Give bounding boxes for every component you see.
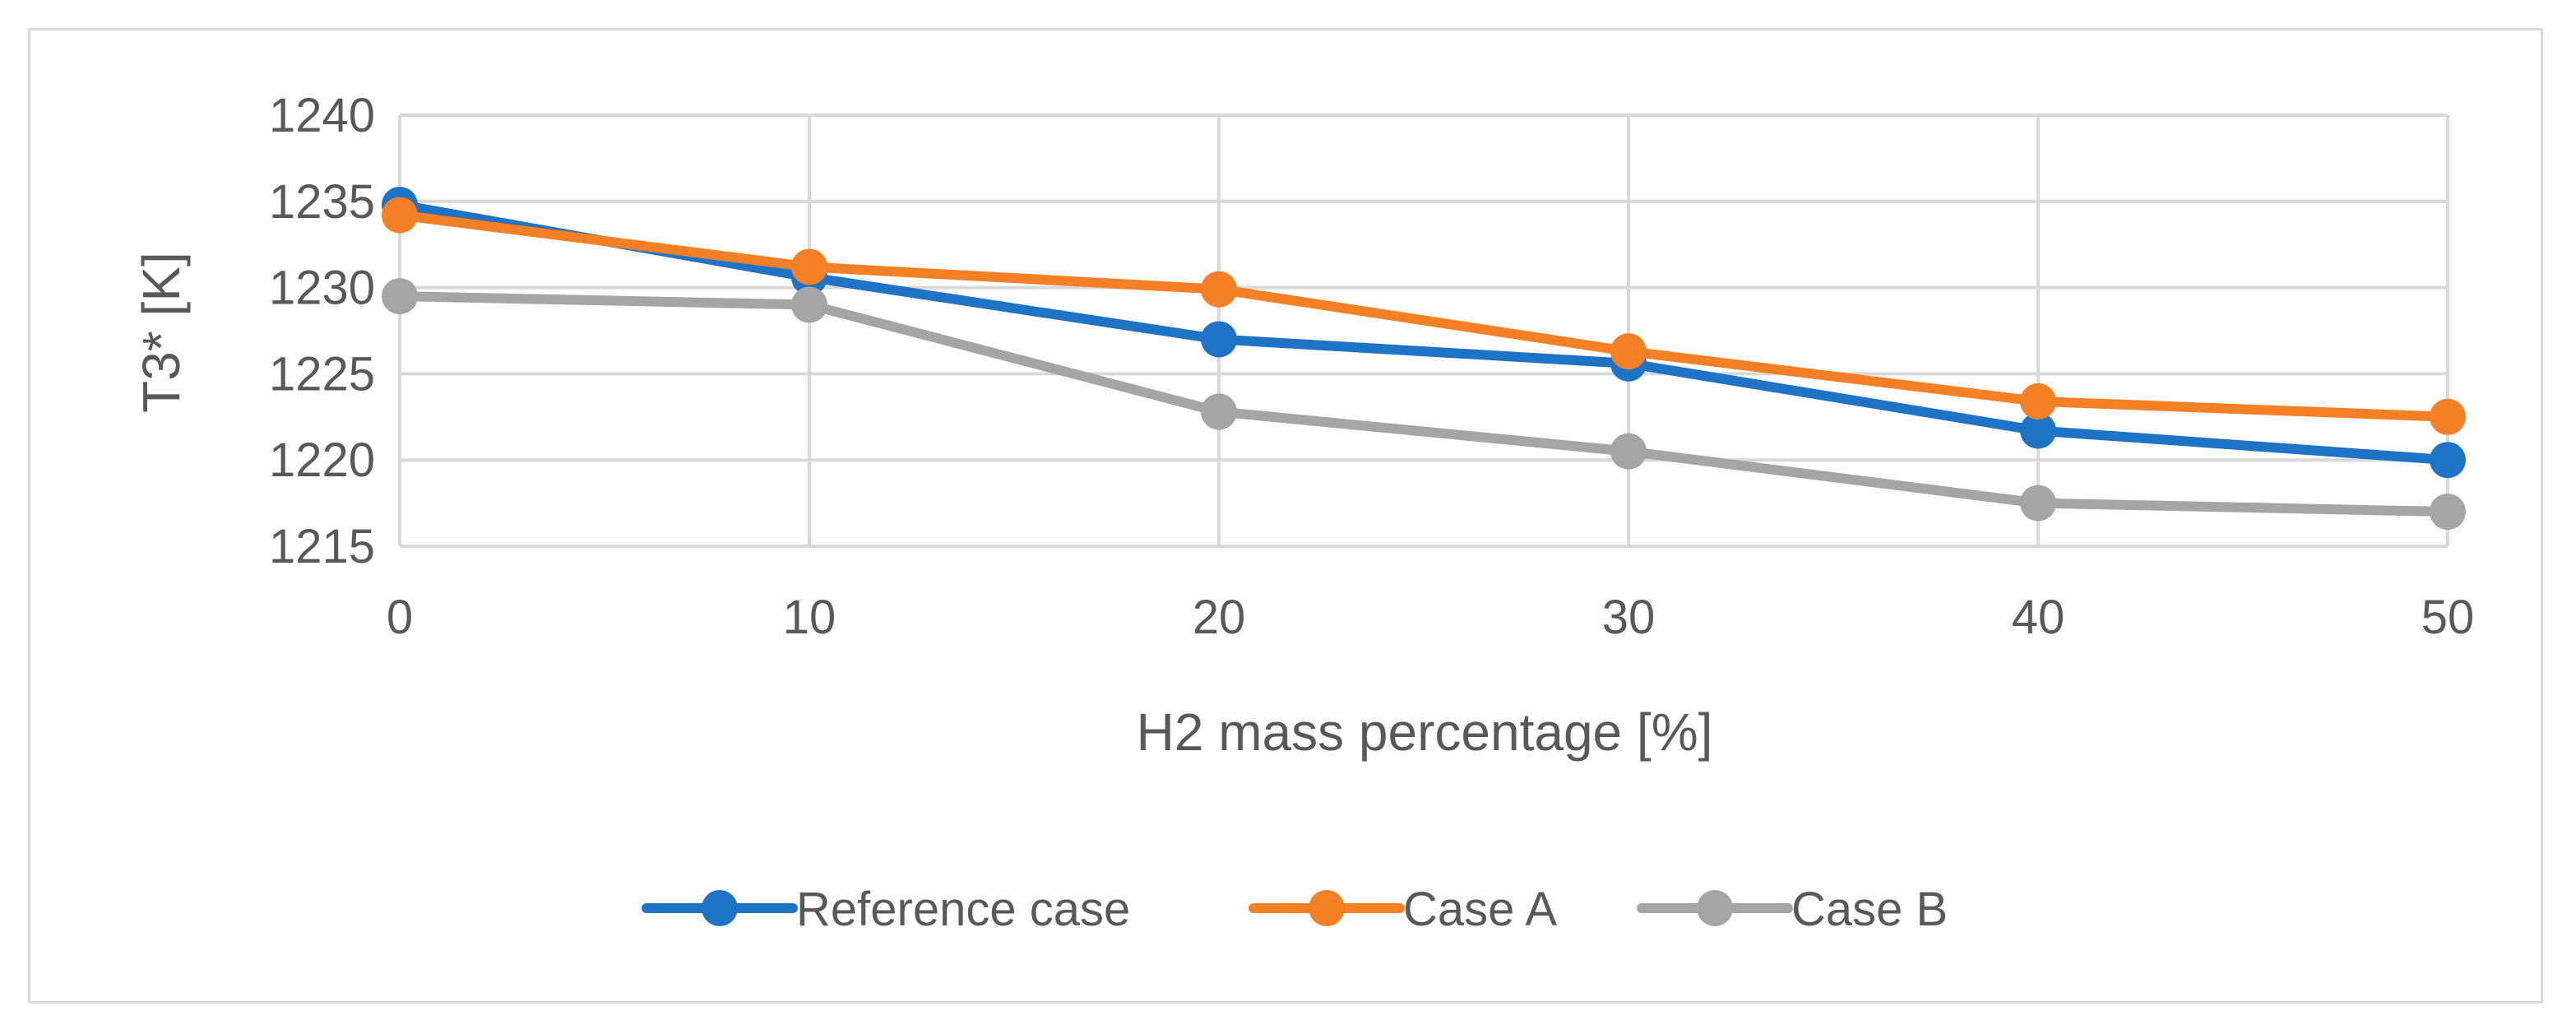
x-tick-label: 40 [2012, 591, 2065, 644]
y-tick-label: 1240 [269, 89, 375, 142]
legend-marker-case-a [1309, 890, 1345, 926]
data-point-case-b [1201, 393, 1237, 430]
legend: Reference case Case A Case B [642, 883, 1948, 936]
x-tick-label: 30 [1602, 591, 1656, 644]
data-point-reference-case [2020, 412, 2056, 449]
x-axis-title: H2 mass percentage [%] [1137, 702, 1713, 762]
legend-marker-reference-case [702, 890, 738, 926]
data-point-case-b [2430, 494, 2466, 531]
chart-area [28, 28, 2543, 1004]
x-tick-label: 10 [783, 591, 836, 644]
data-point-case-a [2020, 383, 2056, 420]
y-tick-label: 1215 [269, 520, 375, 573]
y-tick-label: 1220 [269, 434, 375, 487]
data-point-case-a [791, 248, 827, 285]
gridlines [398, 114, 2449, 548]
series-line-case-b [395, 291, 2453, 517]
legend-label-case-a: Case A [1403, 883, 1557, 936]
data-point-case-b [2020, 485, 2056, 522]
legend-label-case-b: Case B [1791, 883, 1948, 936]
y-axis-title: T3* [K] [132, 252, 191, 413]
legend-label-reference-case: Reference case [796, 883, 1130, 936]
series-line-reference-case [395, 199, 2453, 466]
x-tick-label: 50 [2421, 591, 2475, 644]
series-lines [395, 199, 2453, 517]
y-tick-label: 1230 [269, 262, 375, 315]
x-axis-ticks: 0 10 20 30 40 50 [387, 591, 2474, 644]
x-tick-label: 20 [1193, 591, 1246, 644]
data-point-case-b [1610, 433, 1647, 470]
x-tick-label: 0 [387, 591, 413, 644]
data-point-case-a [1201, 271, 1237, 308]
y-axis-ticks: 1215 1220 1225 1230 1235 1240 [269, 89, 375, 573]
series-line-case-a [395, 210, 2453, 422]
legend-marker-case-b [1697, 890, 1733, 926]
data-point-case-a [382, 197, 418, 234]
y-tick-label: 1225 [269, 347, 375, 401]
data-point-case-b [382, 278, 418, 315]
data-point-case-a [1610, 333, 1647, 370]
data-point-reference-case [1201, 321, 1237, 358]
data-point-case-b [791, 286, 827, 323]
data-point-reference-case [2430, 442, 2466, 479]
y-tick-label: 1235 [269, 175, 375, 229]
series-markers [382, 186, 2466, 531]
data-point-case-a [2430, 398, 2466, 435]
